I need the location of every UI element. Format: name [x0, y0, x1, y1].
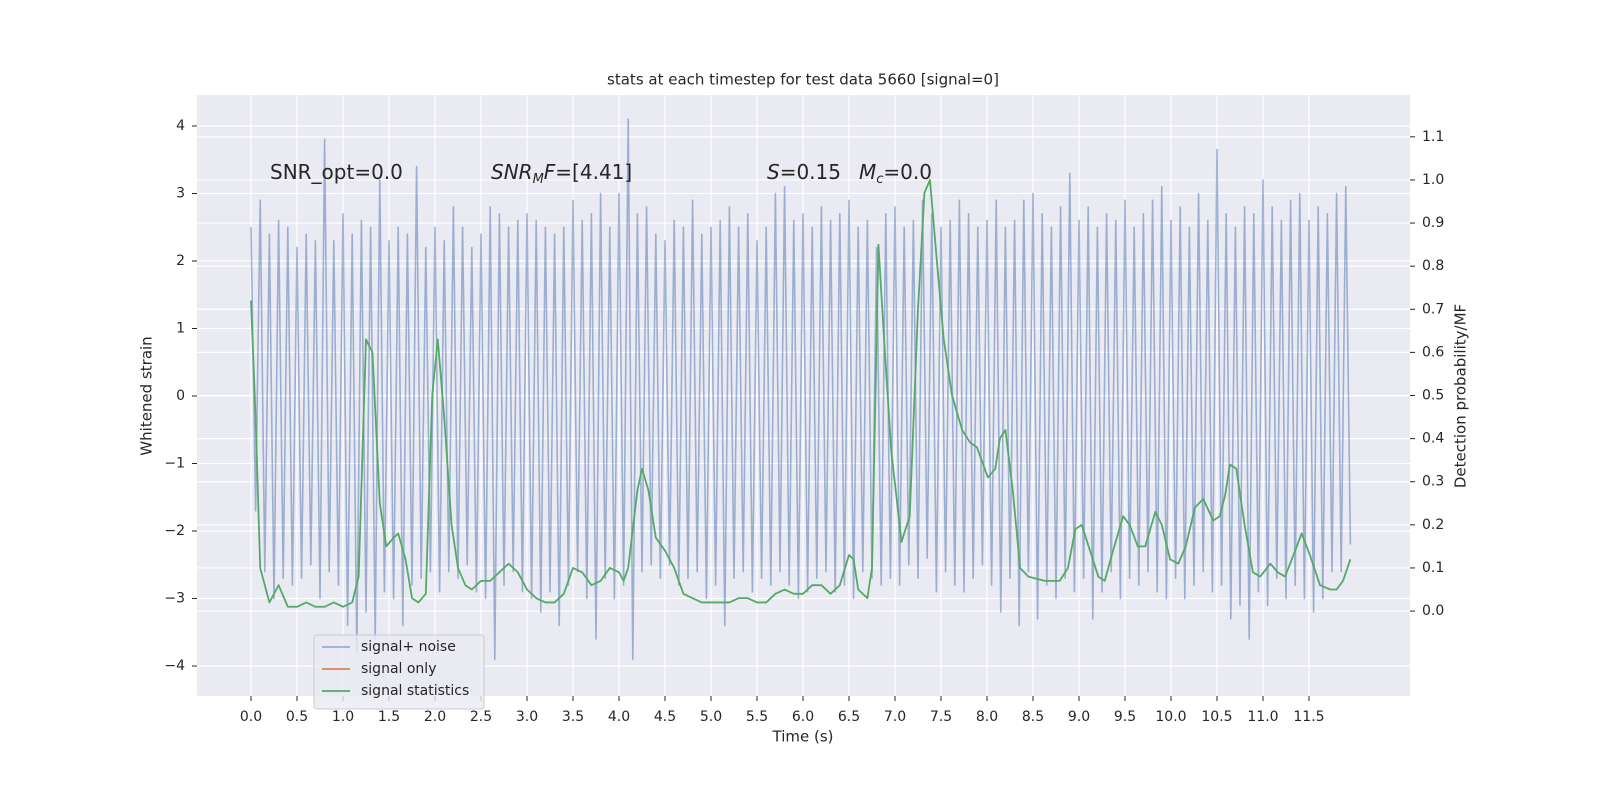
x-tick-label: 2.0: [424, 709, 446, 725]
annotation-part: =[4.41]: [555, 160, 632, 184]
y2-tick-label: 0.6: [1422, 344, 1444, 360]
x-tick-label: 2.5: [470, 709, 492, 725]
x-tick-label: 0.0: [240, 709, 262, 725]
y-axis-label: Whitened strain: [138, 336, 156, 455]
annotation-part: SNR: [491, 160, 533, 184]
legend-label: signal statistics: [361, 683, 469, 699]
x-tick-label: 1.0: [332, 709, 354, 725]
annotation-part: c: [876, 172, 883, 187]
legend-label: signal only: [361, 661, 436, 677]
x-tick-label: 6.5: [838, 709, 860, 725]
y2-axis-label: Detection probability/MF: [1452, 304, 1470, 488]
x-tick-label: 10.0: [1155, 709, 1186, 725]
y2-tick-label: 0.1: [1422, 560, 1444, 576]
annotation-part: F: [544, 160, 556, 184]
annotation-part: SNR_opt=0.0: [270, 160, 403, 184]
y-tick-label: −4: [164, 658, 185, 674]
annotation: Mc=0.0: [859, 160, 932, 187]
legend-label: signal+ noise: [361, 639, 456, 655]
y-tick-label: −2: [164, 523, 185, 539]
x-tick-label: 4.0: [608, 709, 630, 725]
annotation: SNRMF=[4.41]: [491, 160, 632, 187]
annotation-part: S: [767, 160, 780, 184]
legend-box: [313, 634, 485, 710]
x-tick-label: 11.0: [1247, 709, 1278, 725]
y-tick-label: −3: [164, 591, 185, 607]
x-tick-label: 9.0: [1068, 709, 1090, 725]
y-tick-label: 4: [176, 118, 185, 134]
y-tick-label: −1: [164, 456, 185, 472]
y-tick-label: 2: [176, 253, 185, 269]
x-tick-label: 7.5: [930, 709, 952, 725]
y2-tick-label: 1.0: [1422, 172, 1444, 188]
y2-tick-label: 0.2: [1422, 517, 1444, 533]
annotation-part: =0.15: [780, 160, 841, 184]
x-tick-label: 5.0: [700, 709, 722, 725]
y2-tick-label: 0.8: [1422, 258, 1444, 274]
annotation-part: =0.0: [883, 160, 932, 184]
x-axis-label: Time (s): [772, 728, 834, 746]
x-tick-label: 9.5: [1114, 709, 1136, 725]
x-tick-label: 11.5: [1293, 709, 1324, 725]
x-tick-label: 6.0: [792, 709, 814, 725]
y2-tick-label: 0.3: [1422, 474, 1444, 490]
noise-line: [250, 118, 1352, 661]
x-tick-label: 0.5: [286, 709, 308, 725]
x-tick-label: 8.0: [976, 709, 998, 725]
annotation-part: M: [533, 172, 544, 187]
y-tick-label: 1: [176, 321, 185, 337]
chart-title: stats at each timestep for test data 566…: [607, 71, 999, 89]
x-tick-label: 4.5: [654, 709, 676, 725]
x-tick-label: 10.5: [1201, 709, 1232, 725]
x-tick-label: 3.0: [516, 709, 538, 725]
annotation: S=0.15: [767, 160, 841, 184]
y2-tick-label: 0.4: [1422, 431, 1444, 447]
y2-tick-label: 0.7: [1422, 301, 1444, 317]
y-tick-label: 0: [176, 388, 185, 404]
y2-tick-label: 0.9: [1422, 215, 1444, 231]
y2-tick-label: 0.5: [1422, 388, 1444, 404]
x-tick-label: 8.5: [1022, 709, 1044, 725]
y-tick-label: 3: [176, 185, 185, 201]
annotation: SNR_opt=0.0: [270, 160, 403, 184]
x-tick-label: 1.5: [378, 709, 400, 725]
annotation-part: M: [859, 160, 876, 184]
x-tick-label: 7.0: [884, 709, 906, 725]
statistics-line: [250, 179, 1352, 608]
y2-tick-label: 1.1: [1422, 129, 1444, 145]
y2-tick-label: 0.0: [1422, 603, 1444, 619]
x-tick-label: 5.5: [746, 709, 768, 725]
x-tick-label: 3.5: [562, 709, 584, 725]
